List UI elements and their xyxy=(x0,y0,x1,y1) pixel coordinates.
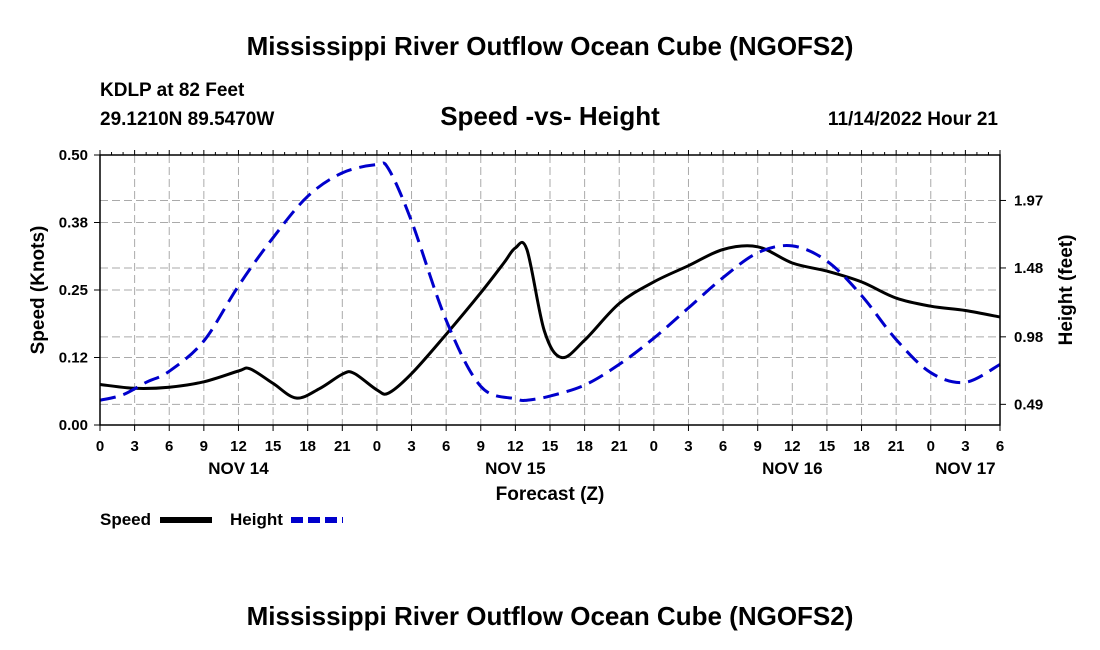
x-tick-label: 9 xyxy=(754,438,762,455)
right-tick-label: 1.97 xyxy=(1014,192,1043,209)
x-tick-label: 3 xyxy=(130,438,138,455)
chart-title: Mississippi River Outflow Ocean Cube (NG… xyxy=(247,31,854,61)
location-label: 29.1210N 89.5470W xyxy=(100,109,274,130)
x-tick-label: 6 xyxy=(719,438,727,455)
day-label: NOV 17 xyxy=(935,459,995,478)
x-tick-label: 18 xyxy=(853,438,870,455)
left-y-axis: 0.00 0.12 0.25 0.38 0.50 xyxy=(59,147,100,434)
x-tick-label: 21 xyxy=(611,438,628,455)
x-tick-label: 12 xyxy=(230,438,247,455)
left-tick-label: 0.50 xyxy=(59,147,88,164)
series-line-speed xyxy=(99,240,1001,400)
footer-title: Mississippi River Outflow Ocean Cube (NG… xyxy=(247,601,854,631)
right-y-axis-label: Height (feet) xyxy=(1056,235,1077,346)
day-label: NOV 15 xyxy=(485,459,545,478)
right-tick-label: 0.49 xyxy=(1014,396,1043,413)
x-tick-label: 0 xyxy=(96,438,104,455)
x-tick-label: 18 xyxy=(576,438,593,455)
day-labels: NOV 14 NOV 15 NOV 16 NOV 17 xyxy=(208,459,995,478)
x-tick-label: 18 xyxy=(299,438,316,455)
x-tick-label: 15 xyxy=(542,438,559,455)
x-tick-label: 6 xyxy=(165,438,173,455)
x-tick-label: 0 xyxy=(373,438,381,455)
left-tick-label: 0.00 xyxy=(59,417,88,434)
x-tick-label: 3 xyxy=(961,438,969,455)
x-tick-label: 21 xyxy=(888,438,905,455)
x-tick-label: 6 xyxy=(442,438,450,455)
x-tick-label: 0 xyxy=(927,438,935,455)
series-layer xyxy=(99,161,1001,403)
x-tick-label: 3 xyxy=(684,438,692,455)
left-tick-label: 0.12 xyxy=(59,350,88,367)
chart-subtitle: Speed -vs- Height xyxy=(440,101,660,131)
right-tick-label: 1.48 xyxy=(1014,260,1043,277)
x-tick-label: 6 xyxy=(996,438,1004,455)
x-tick-label: 3 xyxy=(407,438,415,455)
legend: Speed Height xyxy=(100,510,343,529)
x-tick-label: 12 xyxy=(784,438,801,455)
x-axis-label: Forecast (Z) xyxy=(496,484,605,505)
day-label: NOV 16 xyxy=(762,459,822,478)
right-y-axis: 0.49 0.98 1.48 1.97 xyxy=(1000,192,1043,413)
legend-label-speed: Speed xyxy=(100,510,151,529)
x-tick-label: 12 xyxy=(507,438,524,455)
right-tick-label: 0.98 xyxy=(1014,329,1043,346)
x-tick-label: 21 xyxy=(334,438,351,455)
legend-label-height: Height xyxy=(230,510,283,529)
left-tick-label: 0.38 xyxy=(59,215,88,232)
x-axis: 0 3 6 9 12 15 18 21 0 3 6 9 12 15 18 21 0 3 6 9 12 15 18 21 0 3 6 xyxy=(96,150,1004,455)
day-label: NOV 14 xyxy=(208,459,269,478)
x-tick-label: 15 xyxy=(819,438,836,455)
x-tick-label: 9 xyxy=(477,438,485,455)
left-tick-label: 0.25 xyxy=(59,282,88,299)
datetime-label: 11/14/2022 Hour 21 xyxy=(828,109,998,130)
x-tick-label: 0 xyxy=(650,438,658,455)
x-tick-label: 9 xyxy=(200,438,208,455)
series-line-height xyxy=(99,161,1001,403)
left-y-axis-label: Speed (Knots) xyxy=(28,226,49,355)
station-label: KDLP at 82 Feet xyxy=(100,80,245,101)
x-tick-label: 15 xyxy=(265,438,282,455)
